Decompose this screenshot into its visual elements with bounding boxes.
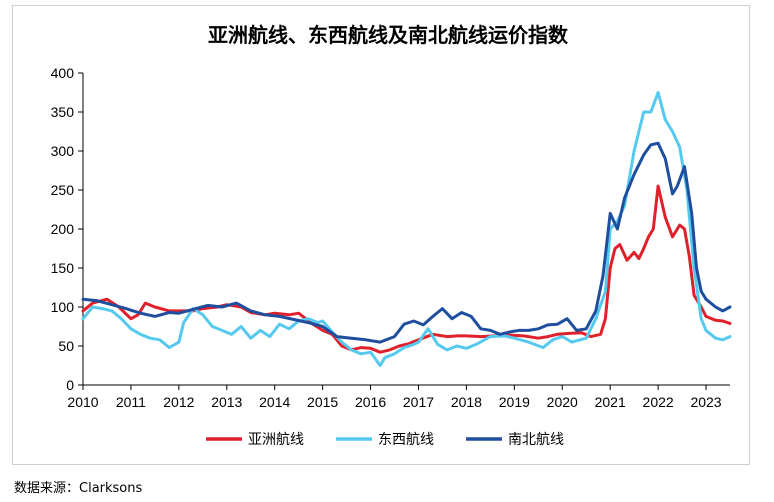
y-tick-label: 400 — [51, 65, 75, 81]
x-tick-label: 2011 — [116, 394, 146, 410]
x-tick-label: 2014 — [259, 394, 290, 410]
source-note: 数据来源：Clarksons — [14, 481, 143, 496]
legend-label-1: 亚洲航线 — [248, 432, 304, 448]
x-tick-label: 2015 — [307, 394, 338, 410]
x-tick-label: 2013 — [211, 394, 242, 410]
x-tick-label: 2019 — [499, 394, 530, 410]
chart-frame: 亚洲航线、东西航线及南北航线运价指数 0 50 100 150 200 250 300 350… — [12, 5, 750, 465]
y-tick-label: 250 — [51, 182, 75, 198]
y-tick-label: 0 — [66, 377, 74, 393]
chart-title: 亚洲航线、东西航线及南北航线运价指数 — [208, 23, 569, 47]
y-tick-label: 100 — [51, 299, 75, 315]
x-tick-label: 2010 — [67, 394, 98, 410]
series-line-3 — [81, 141, 732, 344]
y-tick-label: 50 — [58, 338, 74, 354]
y-tick-label: 300 — [51, 143, 75, 159]
y-tick-label: 350 — [51, 104, 75, 120]
x-tick-label: 2020 — [547, 394, 578, 410]
y-tick-label: 200 — [51, 221, 75, 237]
legend-label-3: 南北航线 — [508, 432, 564, 448]
line-chart: 亚洲航线、东西航线及南北航线运价指数 0 50 100 150 200 250 300 350… — [51, 23, 732, 448]
y-tick-label: 150 — [51, 260, 75, 276]
x-tick-label: 2023 — [690, 394, 721, 410]
axes: 0 50 100 150 200 250 300 350 400 2010 2011 2012 2013… — [51, 65, 730, 410]
legend: 亚洲航线 东西航线 南北航线 — [206, 432, 564, 448]
series-line-1 — [81, 184, 732, 354]
x-tick-label: 2017 — [403, 394, 434, 410]
x-tick-label: 2016 — [355, 394, 386, 410]
x-tick-label: 2021 — [595, 394, 626, 410]
x-tick-label: 2012 — [163, 394, 194, 410]
series-lines — [81, 91, 732, 367]
x-tick-label: 2018 — [451, 394, 482, 410]
legend-label-2: 东西航线 — [378, 432, 434, 448]
x-tick-label: 2022 — [643, 394, 674, 410]
